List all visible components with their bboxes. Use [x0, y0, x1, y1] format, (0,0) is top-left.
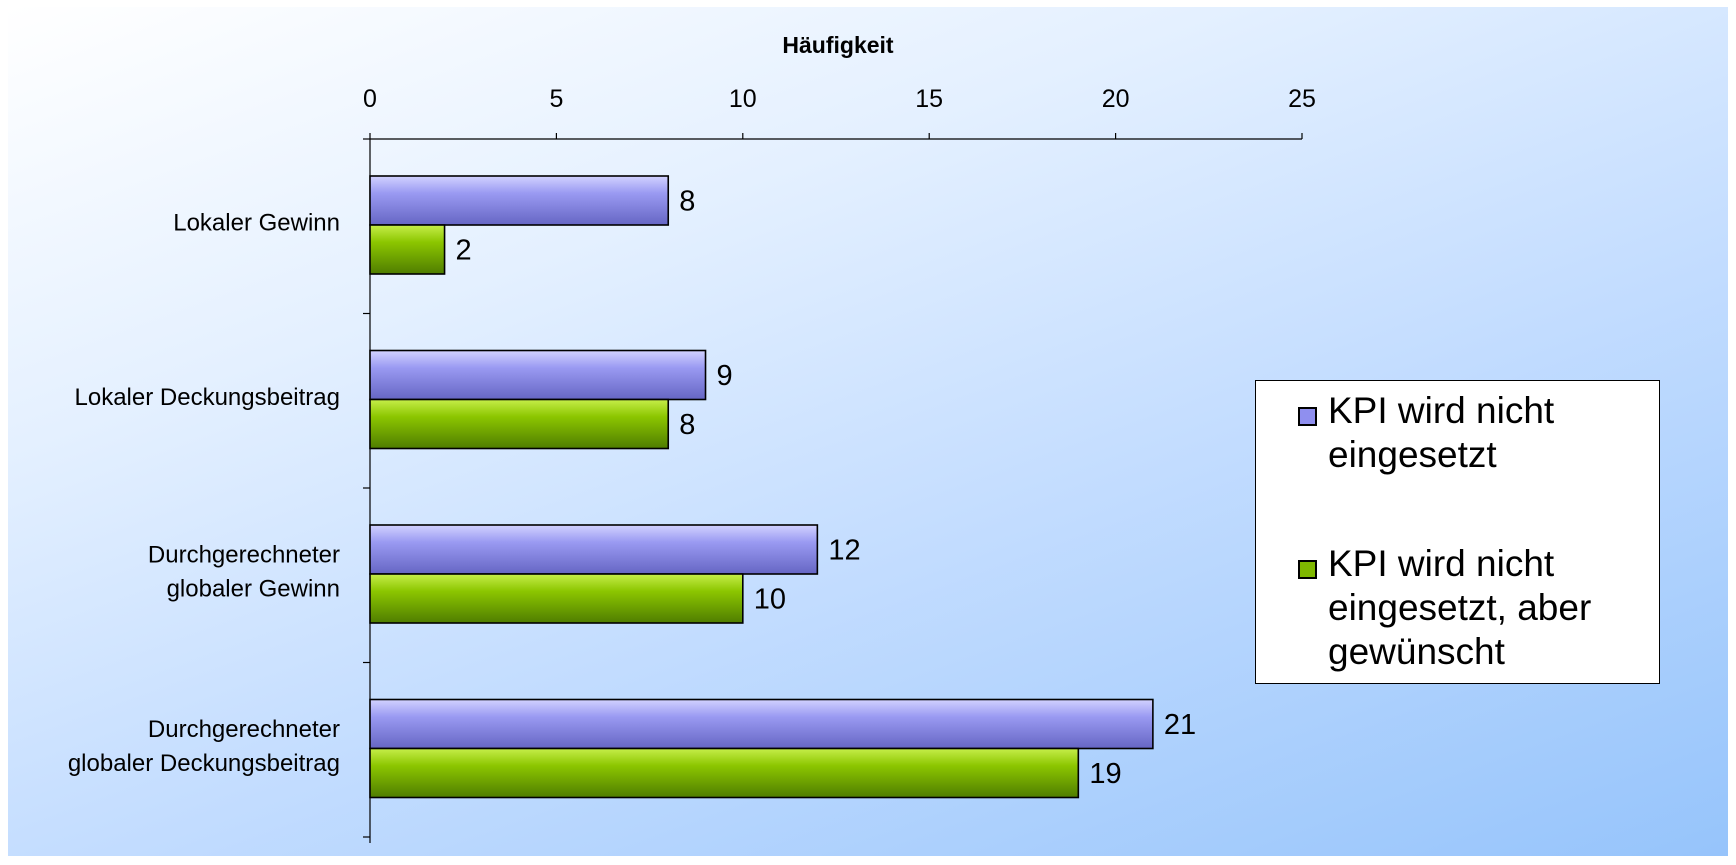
data-label: 12: [828, 535, 860, 567]
bar-not-used-but-wanted: [369, 573, 744, 624]
bar-not-used: [369, 698, 1154, 750]
bar-chart: Häufigkeit 0 5 10 15 20 25 Lokaler GewinnLoka…: [68, 32, 1316, 843]
category-label: globaler Deckungsbeitrag: [68, 750, 340, 777]
x-tick-label: 5: [549, 85, 563, 113]
x-tick-label: 20: [1102, 85, 1130, 113]
x-tick-label: 15: [915, 85, 943, 113]
category-label: Durchgerechneter: [148, 716, 340, 743]
data-label: 9: [717, 360, 733, 392]
legend-label-not-used-but-wanted: KPI wird nicht eingesetzt, aber gewünsch…: [1328, 543, 1592, 672]
x-tick-label: 0: [363, 85, 377, 113]
bar-series: [369, 175, 1154, 799]
bar-not-used-but-wanted: [369, 224, 446, 275]
data-label: 8: [679, 409, 695, 441]
legend-item-not-used: KPI wird nicht eingesetzt: [1298, 389, 1648, 477]
x-axis-title: Häufigkeit: [782, 32, 894, 58]
data-label: 19: [1089, 758, 1121, 790]
legend: KPI wird nicht eingesetzt KPI wird nicht…: [1255, 380, 1660, 684]
bar-not-used-but-wanted: [369, 747, 1080, 799]
legend-swatch-not-used: [1298, 407, 1317, 426]
x-tick-label: 25: [1288, 85, 1316, 113]
data-label: 10: [754, 584, 786, 616]
bar-not-used: [369, 175, 670, 226]
category-label: Lokaler Gewinn: [173, 209, 340, 236]
x-tick-label: 10: [729, 85, 757, 113]
bar-not-used: [369, 349, 707, 401]
data-label: 8: [679, 186, 695, 218]
category-label: globaler Gewinn: [167, 575, 340, 602]
category-label: Durchgerechneter: [148, 541, 340, 568]
bar-not-used: [369, 524, 819, 575]
legend-label-not-used: KPI wird nicht eingesetzt: [1328, 390, 1555, 475]
category-label: Lokaler Deckungsbeitrag: [75, 384, 341, 411]
legend-swatch-not-used-but-wanted: [1298, 560, 1317, 579]
data-label: 2: [456, 235, 472, 267]
data-label: 21: [1164, 709, 1196, 741]
bar-not-used-but-wanted: [369, 398, 670, 450]
x-axis: 0 5 10 15 20 25: [363, 85, 1316, 140]
y-axis: Lokaler Gewinn Lokaler Deckungsbeitrag Dur…: [68, 138, 371, 843]
legend-item-not-used-but-wanted: KPI wird nicht eingesetzt, aber gewünsch…: [1298, 542, 1648, 674]
